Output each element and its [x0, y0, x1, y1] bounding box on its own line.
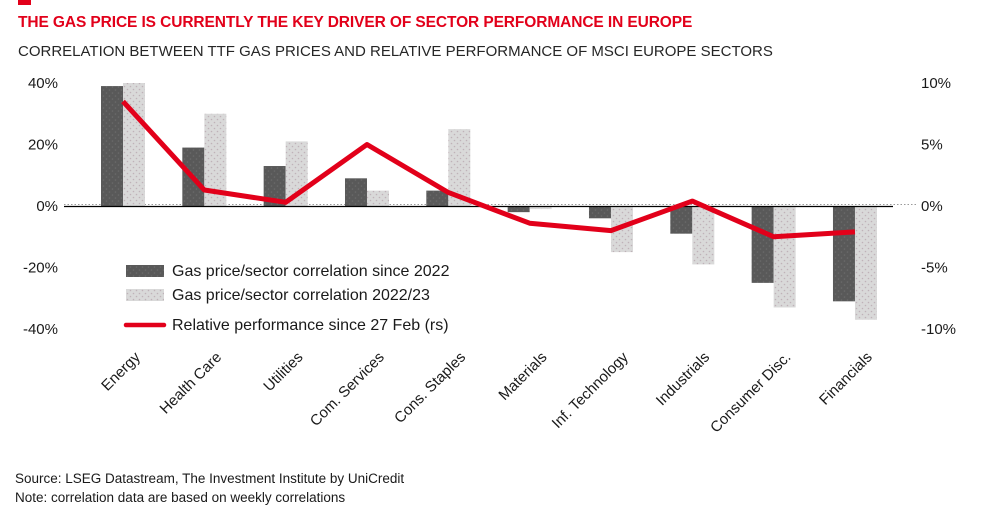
axis-layer: 40% 20% 0% -20% -40% 10% 5% 0% -5% -10% — [23, 75, 956, 338]
right-axis-tick-5: -5% — [921, 260, 948, 277]
line-layer — [121, 99, 856, 240]
bar-2022-23-com-services — [366, 190, 389, 206]
source-text: Source: LSEG Datastream, The Investment … — [15, 471, 405, 486]
bar-2022-23-industrials — [692, 206, 715, 265]
x-label-inf-technology: Inf. Technology — [549, 348, 633, 432]
left-axis-tick-40: -40% — [23, 321, 58, 338]
x-label-industrials: Industrials — [653, 349, 713, 409]
bar-2022-23-consumer-disc — [773, 206, 796, 308]
left-axis-tick-0: 0% — [36, 198, 58, 215]
bar-since-2022-utilities — [263, 166, 286, 206]
legend-swatch-2022-23 — [126, 289, 164, 301]
bar-2022-23-materials — [529, 206, 552, 210]
note-text: Note: correlation data are based on week… — [15, 490, 346, 505]
left-axis-tick-20: -20% — [23, 260, 58, 277]
bar-since-2022-inf-technology — [588, 206, 611, 219]
x-axis-labels: Energy Health Care Utilities Com. Services C… — [98, 348, 876, 436]
x-label-cons-staples: Cons. Staples — [391, 349, 469, 427]
bars-layer — [101, 83, 877, 320]
legend-label-performance-line: Relative performance since 27 Feb (rs) — [172, 317, 449, 334]
left-axis-tick-40: 40% — [28, 75, 58, 92]
legend: Gas price/sector correlation since 2022 G… — [123, 263, 450, 334]
bar-2022-23-cons-staples — [448, 129, 471, 206]
x-label-energy: Energy — [98, 348, 144, 394]
chart-title: THE GAS PRICE IS CURRENTLY THE KEY DRIVE… — [18, 14, 693, 31]
bar-since-2022-cons-staples — [426, 190, 449, 206]
right-axis-tick-10: -10% — [921, 321, 956, 338]
right-axis-tick-5: 5% — [921, 137, 943, 154]
x-label-financials: Financials — [816, 349, 876, 409]
bar-since-2022-energy — [101, 86, 123, 206]
relative-performance-line — [121, 99, 856, 240]
bar-since-2022-industrials — [670, 206, 693, 234]
x-label-utilities: Utilities — [260, 349, 306, 395]
legend-label-2022-23: Gas price/sector correlation 2022/23 — [172, 287, 430, 304]
bar-since-2022-materials — [507, 206, 530, 213]
bar-2022-23-health-care — [204, 113, 227, 206]
x-label-materials: Materials — [495, 349, 550, 404]
x-label-com-services: Com. Services — [307, 349, 388, 430]
bar-2022-23-financials — [854, 206, 877, 320]
bar-since-2022-financials — [832, 206, 855, 302]
x-label-consumer-disc: Consumer Disc. — [707, 349, 794, 436]
left-axis-tick-20: 20% — [28, 137, 58, 154]
correlation-dual-axis-chart: 40% 20% 0% -20% -40% 10% 5% 0% -5% -10% Energy Hea… — [23, 75, 956, 436]
brand-square-mark — [18, 0, 31, 5]
legend-label-since-2022: Gas price/sector correlation since 2022 — [172, 263, 450, 280]
bar-since-2022-com-services — [344, 178, 367, 206]
bar-2022-23-energy — [123, 83, 145, 206]
chart-subtitle: CORRELATION BETWEEN TTF GAS PRICES AND R… — [18, 43, 773, 60]
right-axis-tick-0: 0% — [921, 198, 943, 215]
right-axis-tick-10: 10% — [921, 75, 951, 92]
bar-since-2022-consumer-disc — [751, 206, 774, 283]
legend-swatch-since-2022 — [126, 265, 164, 277]
x-label-health-care: Health Care — [157, 349, 226, 418]
